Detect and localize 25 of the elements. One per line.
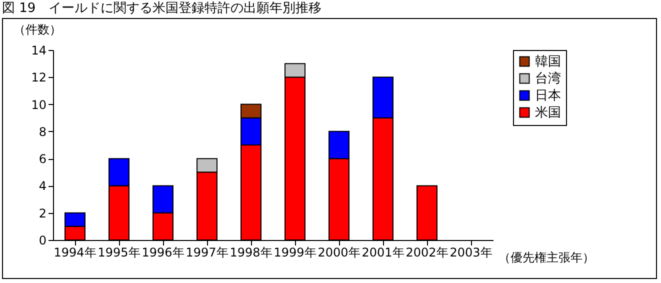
x-tick-label: 1999年 bbox=[274, 246, 316, 260]
y-tick-label: 8 bbox=[38, 124, 46, 139]
x-tick-label: 1994年 bbox=[54, 246, 96, 260]
x-tick-label: 1996年 bbox=[142, 246, 184, 260]
legend-label: 韓国 bbox=[535, 54, 561, 70]
chart-title: 図 19 イールドに関する米国登録特許の出願年別推移 bbox=[1, 0, 323, 18]
x-tick-label: 1998年 bbox=[230, 246, 272, 260]
y-tick-label: 14 bbox=[31, 44, 46, 58]
y-tick-label: 10 bbox=[31, 98, 46, 112]
x-tick-label: 2001年 bbox=[362, 246, 404, 260]
x-tick-label: 2003年 bbox=[450, 246, 492, 260]
legend-label: 日本 bbox=[535, 88, 561, 104]
y-tick-label: 2 bbox=[38, 206, 46, 220]
y-tick-label: 4 bbox=[38, 179, 46, 194]
y-tick-label: 6 bbox=[38, 152, 46, 166]
x-tick-label: 1995年 bbox=[98, 246, 140, 260]
x-tick-label: 2000年 bbox=[318, 246, 360, 260]
x-axis-title: （優先権主張年） bbox=[498, 250, 594, 264]
legend-label: 台湾 bbox=[535, 70, 561, 86]
x-tick-label: 1997年 bbox=[186, 246, 228, 260]
y-tick-label: 0 bbox=[38, 234, 46, 248]
x-tick-label: 2002年 bbox=[406, 246, 448, 260]
legend-label: 米国 bbox=[535, 106, 561, 120]
y-axis-title: （件数） bbox=[14, 22, 62, 36]
y-tick-label: 12 bbox=[31, 70, 46, 85]
